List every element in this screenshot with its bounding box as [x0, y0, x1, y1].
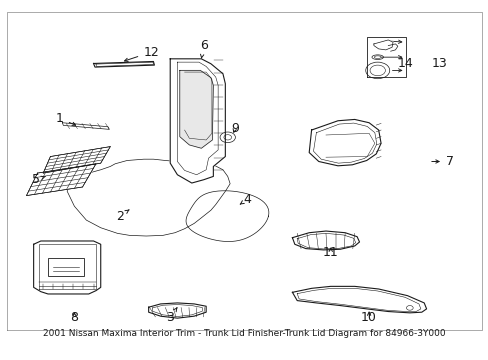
Text: 1: 1: [56, 112, 76, 125]
Text: 14: 14: [397, 57, 413, 70]
Text: 11: 11: [322, 246, 338, 259]
Polygon shape: [373, 40, 392, 50]
Text: 12: 12: [124, 46, 159, 62]
Text: 10: 10: [361, 311, 376, 324]
Polygon shape: [170, 59, 225, 183]
Text: 3: 3: [166, 308, 177, 324]
Polygon shape: [180, 71, 213, 148]
Bar: [48, 257, 84, 276]
Text: 13: 13: [430, 57, 446, 70]
Text: 5: 5: [32, 173, 45, 186]
Text: 4: 4: [240, 193, 250, 206]
Text: 2001 Nissan Maxima Interior Trim - Trunk Lid Finisher-Trunk Lid Diagram for 8496: 2001 Nissan Maxima Interior Trim - Trunk…: [43, 329, 445, 338]
Polygon shape: [34, 241, 101, 294]
Text: 8: 8: [70, 311, 78, 324]
Text: 6: 6: [200, 39, 207, 58]
Polygon shape: [93, 62, 154, 67]
Polygon shape: [62, 123, 109, 129]
Polygon shape: [292, 231, 359, 250]
Polygon shape: [292, 286, 426, 313]
Text: 2: 2: [116, 210, 129, 222]
Polygon shape: [26, 164, 96, 195]
Text: 7: 7: [431, 155, 453, 168]
Polygon shape: [148, 303, 206, 318]
Polygon shape: [308, 120, 380, 166]
Polygon shape: [43, 147, 110, 173]
Text: 9: 9: [230, 122, 238, 135]
